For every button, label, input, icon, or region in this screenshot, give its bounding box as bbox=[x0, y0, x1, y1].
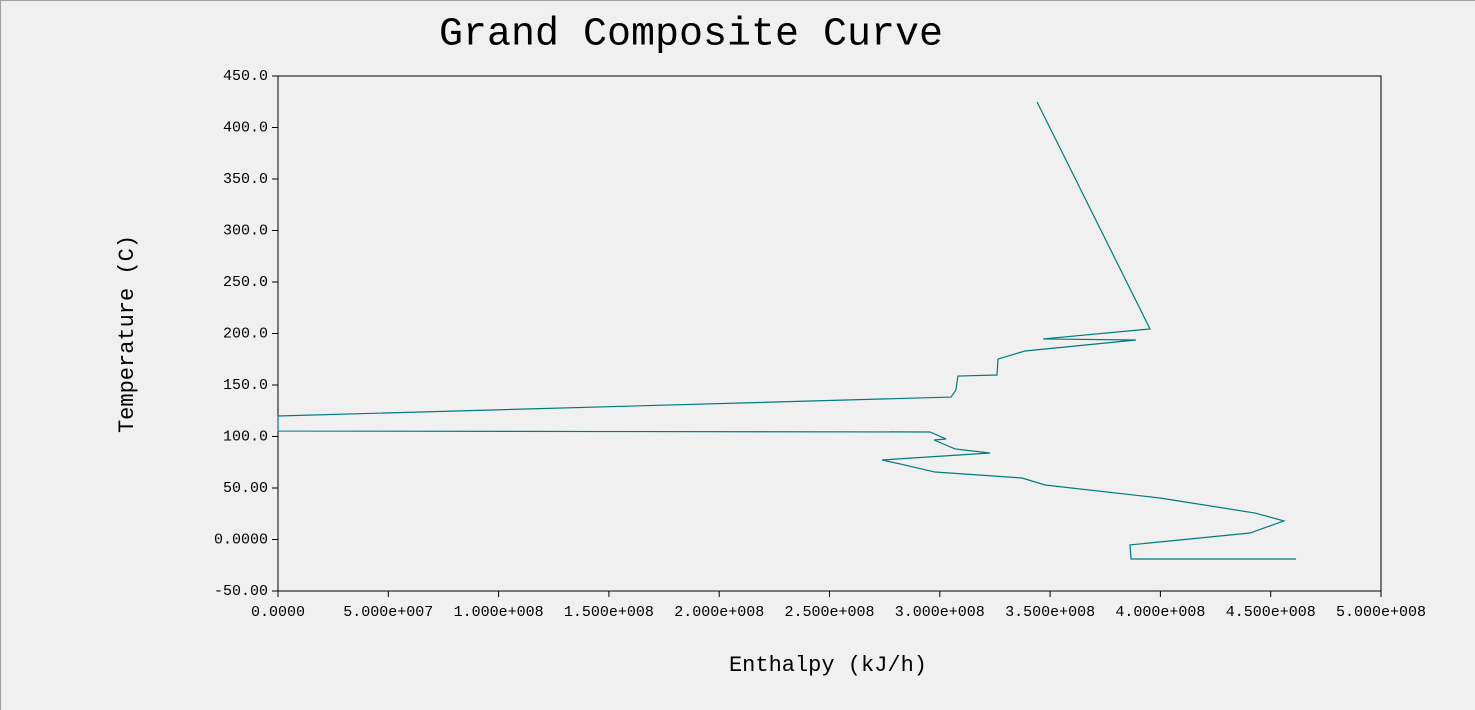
plot-frame bbox=[277, 75, 1382, 592]
x-tick-label: 3.000e+008 bbox=[895, 604, 985, 621]
y-tick-label: 300.0 bbox=[223, 222, 268, 239]
y-tick-label: 400.0 bbox=[223, 119, 268, 136]
x-tick-label: 4.000e+008 bbox=[1115, 604, 1205, 621]
x-tick-label: 2.500e+008 bbox=[784, 604, 874, 621]
y-tick-label: 350.0 bbox=[223, 171, 268, 188]
y-tick-label: 0.0000 bbox=[214, 531, 268, 548]
curve bbox=[277, 101, 1297, 560]
x-tick-label: 2.000e+008 bbox=[674, 604, 764, 621]
x-tick-label: 5.000e+007 bbox=[343, 604, 433, 621]
x-axis-label: Enthalpy (kJ/h) bbox=[729, 653, 927, 678]
y-tick-label: 100.0 bbox=[223, 428, 268, 445]
y-tick-label: 50.00 bbox=[223, 480, 268, 497]
x-tick-label: 0.0000 bbox=[251, 604, 305, 621]
chart-title: Grand Composite Curve bbox=[439, 13, 943, 58]
y-tick-label: -50.00 bbox=[214, 583, 268, 600]
x-tick-label: 1.500e+008 bbox=[564, 604, 654, 621]
y-tick-label: 450.0 bbox=[223, 68, 268, 85]
x-tick-label: 5.000e+008 bbox=[1336, 604, 1426, 621]
y-tick-label: 150.0 bbox=[223, 377, 268, 394]
y-tick-label: 250.0 bbox=[223, 274, 268, 291]
x-tick-label: 1.000e+008 bbox=[454, 604, 544, 621]
x-tick-label: 4.500e+008 bbox=[1226, 604, 1316, 621]
x-tick-label: 3.500e+008 bbox=[1005, 604, 1095, 621]
y-tick-label: 200.0 bbox=[223, 325, 268, 342]
y-axis-label: Temperature (C) bbox=[115, 235, 140, 433]
